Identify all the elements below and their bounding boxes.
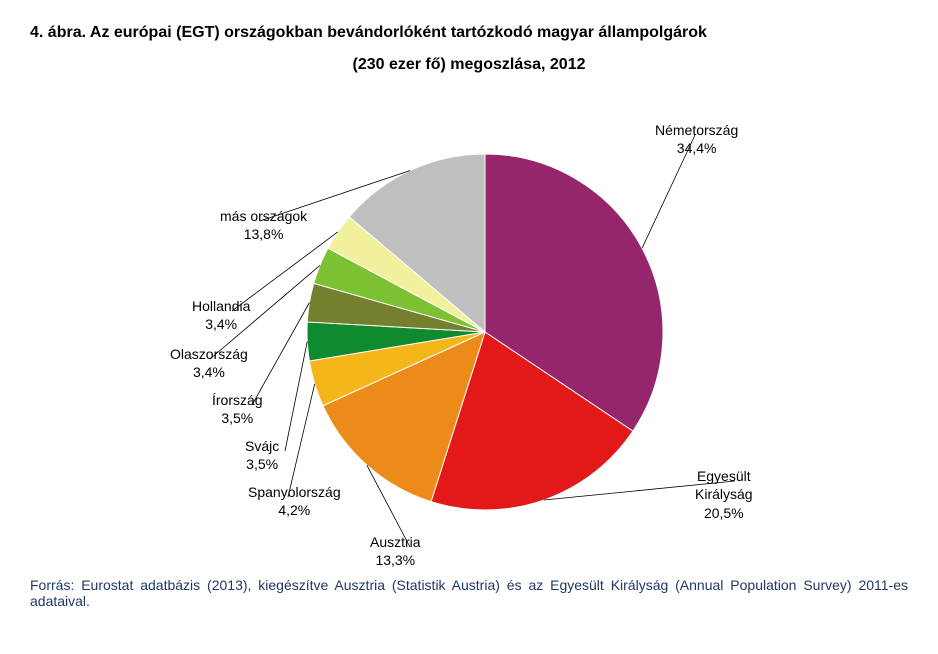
slice-label-pct: 3,5% [212, 409, 263, 427]
slice-label: más országok13,8% [220, 207, 307, 243]
slice-label-pct: 20,5% [695, 504, 753, 522]
slice-label-name: Olaszország [170, 345, 248, 363]
pie-svg [30, 97, 908, 567]
slice-label-name: EgyesültKirályság [695, 467, 753, 503]
chart-title-line1: 4. ábra. Az európai (EGT) országokban be… [30, 20, 908, 46]
slice-label: Hollandia3,4% [192, 297, 250, 333]
slice-label-name: Németország [655, 121, 738, 139]
slice-label-name: Hollandia [192, 297, 250, 315]
chart-title-line2: (230 ezer fő) megoszlása, 2012 [30, 52, 908, 78]
slice-label-name: Spanyolország [248, 483, 341, 501]
slice-label-name: más országok [220, 207, 307, 225]
slice-label-pct: 13,8% [220, 225, 307, 243]
slice-label-pct: 3,4% [170, 363, 248, 381]
slice-label-name: Írország [212, 391, 263, 409]
slice-label-name: Ausztria [370, 533, 421, 551]
slice-label: Írország3,5% [212, 391, 263, 427]
slice-label: EgyesültKirályság20,5% [695, 467, 753, 522]
slice-label: Olaszország3,4% [170, 345, 248, 381]
chart-source: Forrás: Eurostat adatbázis (2013), kiegé… [30, 577, 908, 609]
slice-label-pct: 13,3% [370, 551, 421, 569]
slice-label-pct: 3,4% [192, 315, 250, 333]
slice-label: Németország34,4% [655, 121, 738, 157]
slice-label: Ausztria13,3% [370, 533, 421, 569]
slice-label-pct: 3,5% [245, 455, 279, 473]
slice-label: Spanyolország4,2% [248, 483, 341, 519]
pie-chart: Németország34,4% EgyesültKirályság20,5% Au… [30, 97, 908, 567]
leader-line [285, 342, 307, 451]
leader-line [288, 384, 315, 497]
slice-label-pct: 34,4% [655, 139, 738, 157]
slice-label: Svájc3,5% [245, 437, 279, 473]
slice-label-name: Svájc [245, 437, 279, 455]
leader-line [252, 303, 309, 406]
slice-label-pct: 4,2% [248, 501, 341, 519]
